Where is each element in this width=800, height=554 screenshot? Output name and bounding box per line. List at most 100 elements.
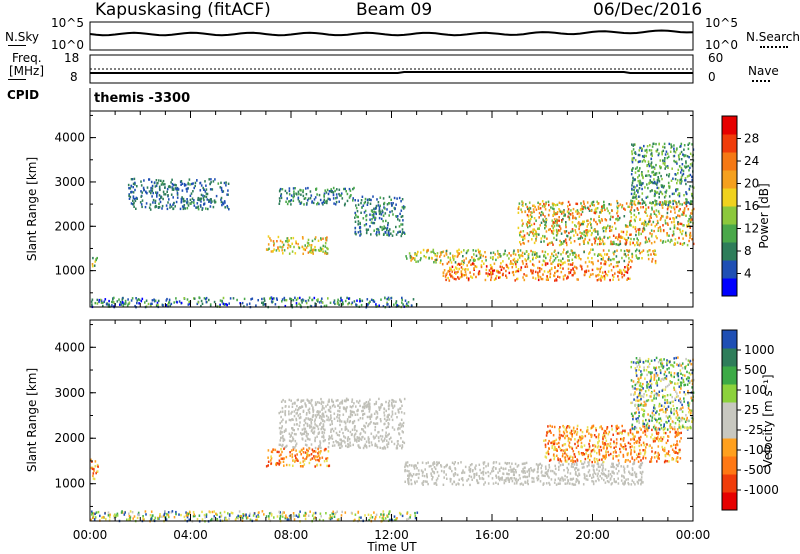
power-cell xyxy=(154,299,157,302)
power-cell xyxy=(608,249,610,252)
power-cell xyxy=(545,256,547,260)
velocity-cell xyxy=(322,427,325,431)
velocity-cell xyxy=(276,462,279,465)
power-cell xyxy=(658,212,661,215)
power-cell xyxy=(454,266,457,269)
velocity-cell xyxy=(501,476,503,479)
power-cell xyxy=(321,297,323,300)
power-cell xyxy=(589,251,591,254)
power-cell xyxy=(559,266,562,269)
power-cell xyxy=(568,259,570,262)
power-cell xyxy=(472,249,475,252)
power-cell xyxy=(370,198,372,202)
power-cell xyxy=(347,303,349,306)
velocity-cell xyxy=(639,463,642,466)
power-cell xyxy=(541,200,544,203)
velocity-cell xyxy=(267,464,269,467)
power-cell xyxy=(583,230,585,233)
power-cell xyxy=(445,278,447,282)
power-cell xyxy=(201,207,204,210)
power-cell xyxy=(637,169,639,173)
power-cell xyxy=(357,231,360,234)
velocity-cell xyxy=(625,478,627,481)
velocity-cell xyxy=(639,478,642,481)
power-cell xyxy=(538,260,541,263)
velocity-cell xyxy=(660,436,662,439)
velocity-cell xyxy=(306,437,309,440)
power-cell xyxy=(124,302,126,306)
velocity-cell xyxy=(312,406,314,409)
power-cell xyxy=(312,201,315,205)
velocity-cell xyxy=(370,415,373,418)
velocity-cell xyxy=(331,512,334,515)
power-cell xyxy=(201,302,204,305)
power-cell xyxy=(681,229,684,233)
power-cell xyxy=(398,196,401,200)
velocity-cell xyxy=(401,423,403,426)
power-cell xyxy=(456,255,459,258)
velocity-cell xyxy=(408,472,411,476)
power-cell xyxy=(616,212,618,215)
power-cell xyxy=(650,163,652,166)
power-cell xyxy=(301,236,304,239)
velocity-cell xyxy=(371,516,374,519)
power-cell xyxy=(158,185,161,188)
power-cell xyxy=(626,238,628,242)
power-cell xyxy=(561,262,564,266)
velocity-cell xyxy=(393,400,395,403)
power-cell xyxy=(369,300,371,303)
velocity-cell xyxy=(602,454,604,458)
power-cell xyxy=(162,179,165,183)
velocity-cell xyxy=(279,432,282,435)
power-cell xyxy=(520,254,523,257)
velocity-cell xyxy=(595,479,597,483)
velocity-cell xyxy=(581,437,583,440)
velocity-cell xyxy=(544,443,547,446)
power-cell xyxy=(677,154,680,157)
velocity-cell xyxy=(319,440,321,443)
power-cell xyxy=(193,201,195,204)
power-cell xyxy=(556,203,559,206)
power-cell xyxy=(158,205,161,209)
power-cell xyxy=(477,248,480,252)
velocity-cell xyxy=(544,471,547,474)
power-cell xyxy=(635,233,637,237)
power-cell xyxy=(629,277,631,280)
velocity-cell xyxy=(356,409,358,413)
velocity-cell xyxy=(597,477,599,480)
power-cell xyxy=(691,194,693,197)
power-cell xyxy=(638,257,640,260)
velocity-cell xyxy=(105,517,107,521)
velocity-cell xyxy=(613,465,615,469)
power-cell xyxy=(417,250,419,254)
power-cell xyxy=(447,276,449,280)
velocity-cell xyxy=(350,406,353,409)
power-cell xyxy=(149,203,152,206)
power-cell xyxy=(659,203,661,206)
power-cell xyxy=(631,260,633,263)
velocity-cell xyxy=(489,472,492,475)
velocity-cell xyxy=(387,404,390,408)
power-cell xyxy=(457,251,459,254)
power-cell xyxy=(587,242,590,245)
power-cell xyxy=(578,257,581,260)
power-cell xyxy=(471,256,473,259)
power-cell xyxy=(604,262,607,266)
power-cell xyxy=(535,256,537,260)
velocity-cell xyxy=(131,511,134,514)
power-cell xyxy=(678,192,680,195)
velocity-cell xyxy=(374,422,377,425)
power-cell xyxy=(535,235,538,238)
power-cell xyxy=(103,300,106,303)
power-cell xyxy=(641,171,643,174)
power-cell xyxy=(310,246,312,249)
power-cell xyxy=(278,249,280,252)
power-cell xyxy=(350,303,353,306)
power-cell xyxy=(267,243,270,246)
velocity-cell xyxy=(295,442,298,445)
velocity-cell xyxy=(318,446,321,449)
power-cell xyxy=(277,246,279,249)
power-cell xyxy=(634,152,637,155)
power-cell xyxy=(205,188,208,191)
power-cell xyxy=(144,205,147,209)
